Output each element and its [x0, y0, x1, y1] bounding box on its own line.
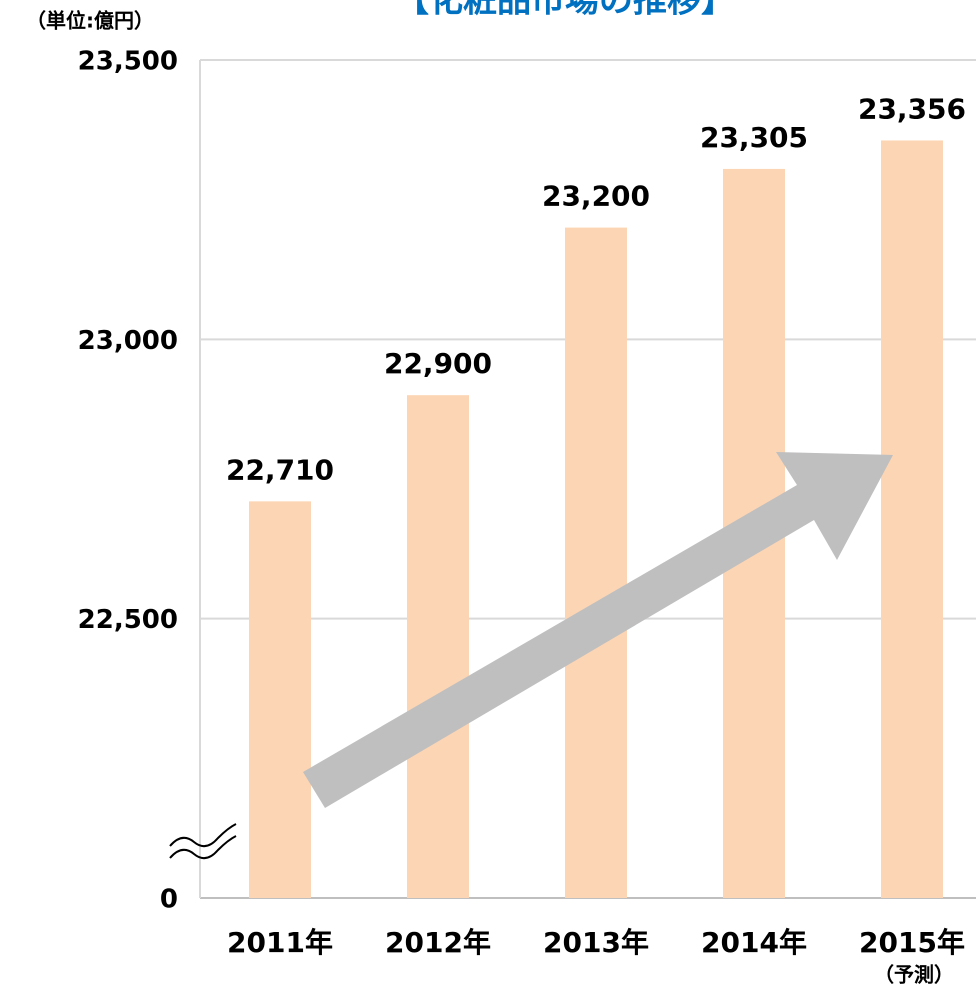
- trend-arrow: [303, 452, 893, 808]
- bar: [249, 501, 311, 898]
- data-label: 23,200: [542, 180, 650, 213]
- axis-break: [169, 823, 237, 860]
- x-tick-label: 2013年: [543, 926, 649, 959]
- y-tick-label: 0: [160, 885, 178, 915]
- y-tick-label: 23,500: [78, 47, 178, 77]
- bar: [407, 395, 469, 898]
- bar: [881, 140, 943, 898]
- x-tick-label: 2014年: [701, 926, 807, 959]
- data-label: 23,356: [858, 92, 966, 125]
- bar: [565, 227, 627, 899]
- data-label: 23,305: [700, 121, 808, 154]
- data-label: 22,710: [226, 453, 334, 486]
- x-tick-label: 2012年: [385, 926, 491, 959]
- y-tick-label: 22,500: [78, 605, 178, 635]
- x-tick-label: 2015年: [859, 926, 965, 959]
- x-tick-label: 2011年: [227, 926, 333, 959]
- chart-title: 【化粧品市場の推移】: [395, 0, 735, 21]
- data-label: 22,900: [384, 347, 492, 380]
- unit-label: （単位:億円）: [26, 9, 154, 33]
- y-tick-label: 23,000: [78, 326, 178, 356]
- x-tick-note: （予測）: [874, 963, 954, 987]
